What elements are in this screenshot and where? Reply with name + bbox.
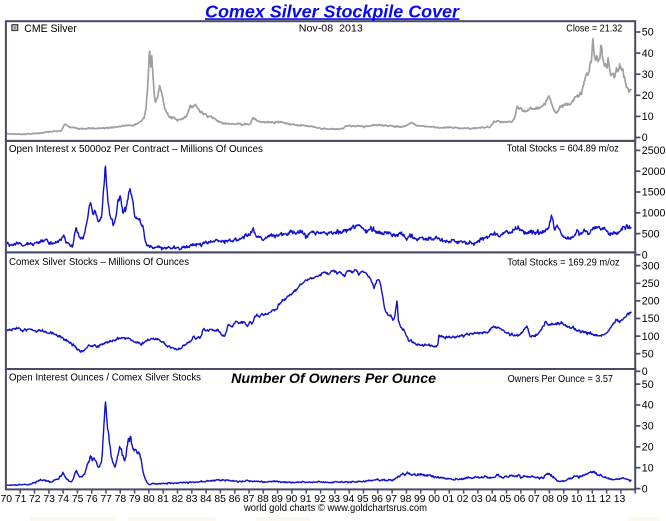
- svg-text:86: 86: [229, 494, 241, 505]
- svg-text:80: 80: [143, 494, 155, 505]
- svg-text:71: 71: [15, 494, 27, 505]
- svg-text:93: 93: [329, 494, 341, 505]
- svg-text:300: 300: [642, 260, 660, 272]
- svg-text:20: 20: [642, 442, 654, 454]
- svg-text:10: 10: [642, 462, 654, 474]
- svg-text:12: 12: [599, 494, 611, 505]
- svg-text:150: 150: [642, 313, 660, 325]
- svg-text:82: 82: [172, 494, 184, 505]
- svg-text:88: 88: [257, 494, 269, 505]
- svg-text:74: 74: [58, 494, 70, 505]
- svg-text:Number Of Owners Per Ounce: Number Of Owners Per Ounce: [231, 371, 436, 387]
- svg-text:03: 03: [471, 494, 483, 505]
- svg-text:70: 70: [1, 494, 13, 505]
- svg-text:11: 11: [586, 494, 597, 505]
- svg-text:50: 50: [642, 379, 654, 391]
- svg-text:Owners Per Ounce = 3.57: Owners Per Ounce = 3.57: [508, 374, 614, 385]
- svg-text:91: 91: [300, 494, 312, 505]
- svg-text:99: 99: [414, 494, 426, 505]
- svg-text:Close = 21.32: Close = 21.32: [566, 23, 622, 34]
- svg-text:75: 75: [72, 494, 84, 505]
- svg-text:Total Stocks = 169.29 m/oz: Total Stocks = 169.29 m/oz: [507, 257, 620, 268]
- svg-text:CME Silver: CME Silver: [24, 23, 77, 35]
- svg-text:89: 89: [271, 494, 283, 505]
- svg-text:40: 40: [642, 48, 654, 60]
- svg-text:500: 500: [642, 228, 660, 240]
- svg-text:0: 0: [642, 249, 648, 261]
- svg-text:81: 81: [157, 494, 169, 505]
- svg-text:0: 0: [642, 483, 648, 495]
- svg-text:0: 0: [642, 366, 648, 378]
- svg-text:1500: 1500: [642, 187, 666, 199]
- svg-text:Open Interest x 5000oz Per Con: Open Interest x 5000oz Per Contract – Mi…: [9, 144, 263, 155]
- svg-text:94: 94: [343, 494, 355, 505]
- svg-text:200: 200: [642, 296, 660, 308]
- svg-text:10: 10: [642, 111, 654, 123]
- svg-text:10: 10: [571, 494, 583, 505]
- svg-text:79: 79: [129, 494, 141, 505]
- svg-text:Open Interest Ounces / Comex S: Open Interest Ounces / Comex Silver Stoc…: [9, 373, 201, 384]
- svg-text:06: 06: [514, 494, 526, 505]
- svg-text:95: 95: [357, 494, 369, 505]
- svg-text:87: 87: [243, 494, 255, 505]
- svg-text:1000: 1000: [642, 208, 666, 220]
- svg-text:20: 20: [642, 90, 654, 102]
- svg-text:85: 85: [214, 494, 226, 505]
- svg-text:96: 96: [371, 494, 383, 505]
- svg-text:0: 0: [642, 132, 648, 144]
- svg-text:08: 08: [542, 494, 554, 505]
- svg-text:30: 30: [642, 421, 654, 433]
- svg-text:72: 72: [29, 494, 41, 505]
- svg-text:40: 40: [642, 400, 654, 412]
- svg-text:world gold charts © www.goldch: world gold charts © www.goldchartsrus.co…: [243, 503, 427, 514]
- svg-text:Nov-08 2013: Nov-08 2013: [299, 23, 363, 34]
- svg-text:2000: 2000: [642, 166, 666, 178]
- svg-text:13: 13: [614, 494, 626, 505]
- svg-text:92: 92: [314, 494, 326, 505]
- svg-text:Comex Silver Stocks – Millions: Comex Silver Stocks – Millions Of Ounces: [9, 257, 189, 268]
- svg-text:78: 78: [115, 494, 127, 505]
- svg-text:01: 01: [443, 494, 455, 505]
- svg-text:04: 04: [485, 494, 497, 505]
- svg-text:97: 97: [386, 494, 398, 505]
- svg-text:05: 05: [500, 494, 512, 505]
- svg-text:09: 09: [557, 494, 569, 505]
- svg-text:00: 00: [428, 494, 440, 505]
- svg-text:73: 73: [43, 494, 55, 505]
- svg-text:100: 100: [642, 331, 660, 343]
- svg-text:2500: 2500: [642, 145, 666, 157]
- svg-text:Total Stocks = 604.89 m/oz: Total Stocks = 604.89 m/oz: [507, 144, 619, 155]
- svg-text:76: 76: [86, 494, 98, 505]
- svg-text:84: 84: [200, 494, 212, 505]
- svg-text:77: 77: [100, 494, 112, 505]
- svg-text:30: 30: [642, 69, 654, 81]
- svg-text:98: 98: [400, 494, 412, 505]
- svg-text:07: 07: [528, 494, 540, 505]
- svg-text:250: 250: [642, 278, 660, 290]
- svg-text:83: 83: [186, 494, 198, 505]
- svg-text:02: 02: [457, 494, 469, 505]
- svg-text:50: 50: [642, 348, 654, 360]
- svg-text:50: 50: [642, 27, 654, 39]
- svg-text:Comex Silver Stockpile Cover: Comex Silver Stockpile Cover: [205, 1, 460, 21]
- svg-text:90: 90: [286, 494, 298, 505]
